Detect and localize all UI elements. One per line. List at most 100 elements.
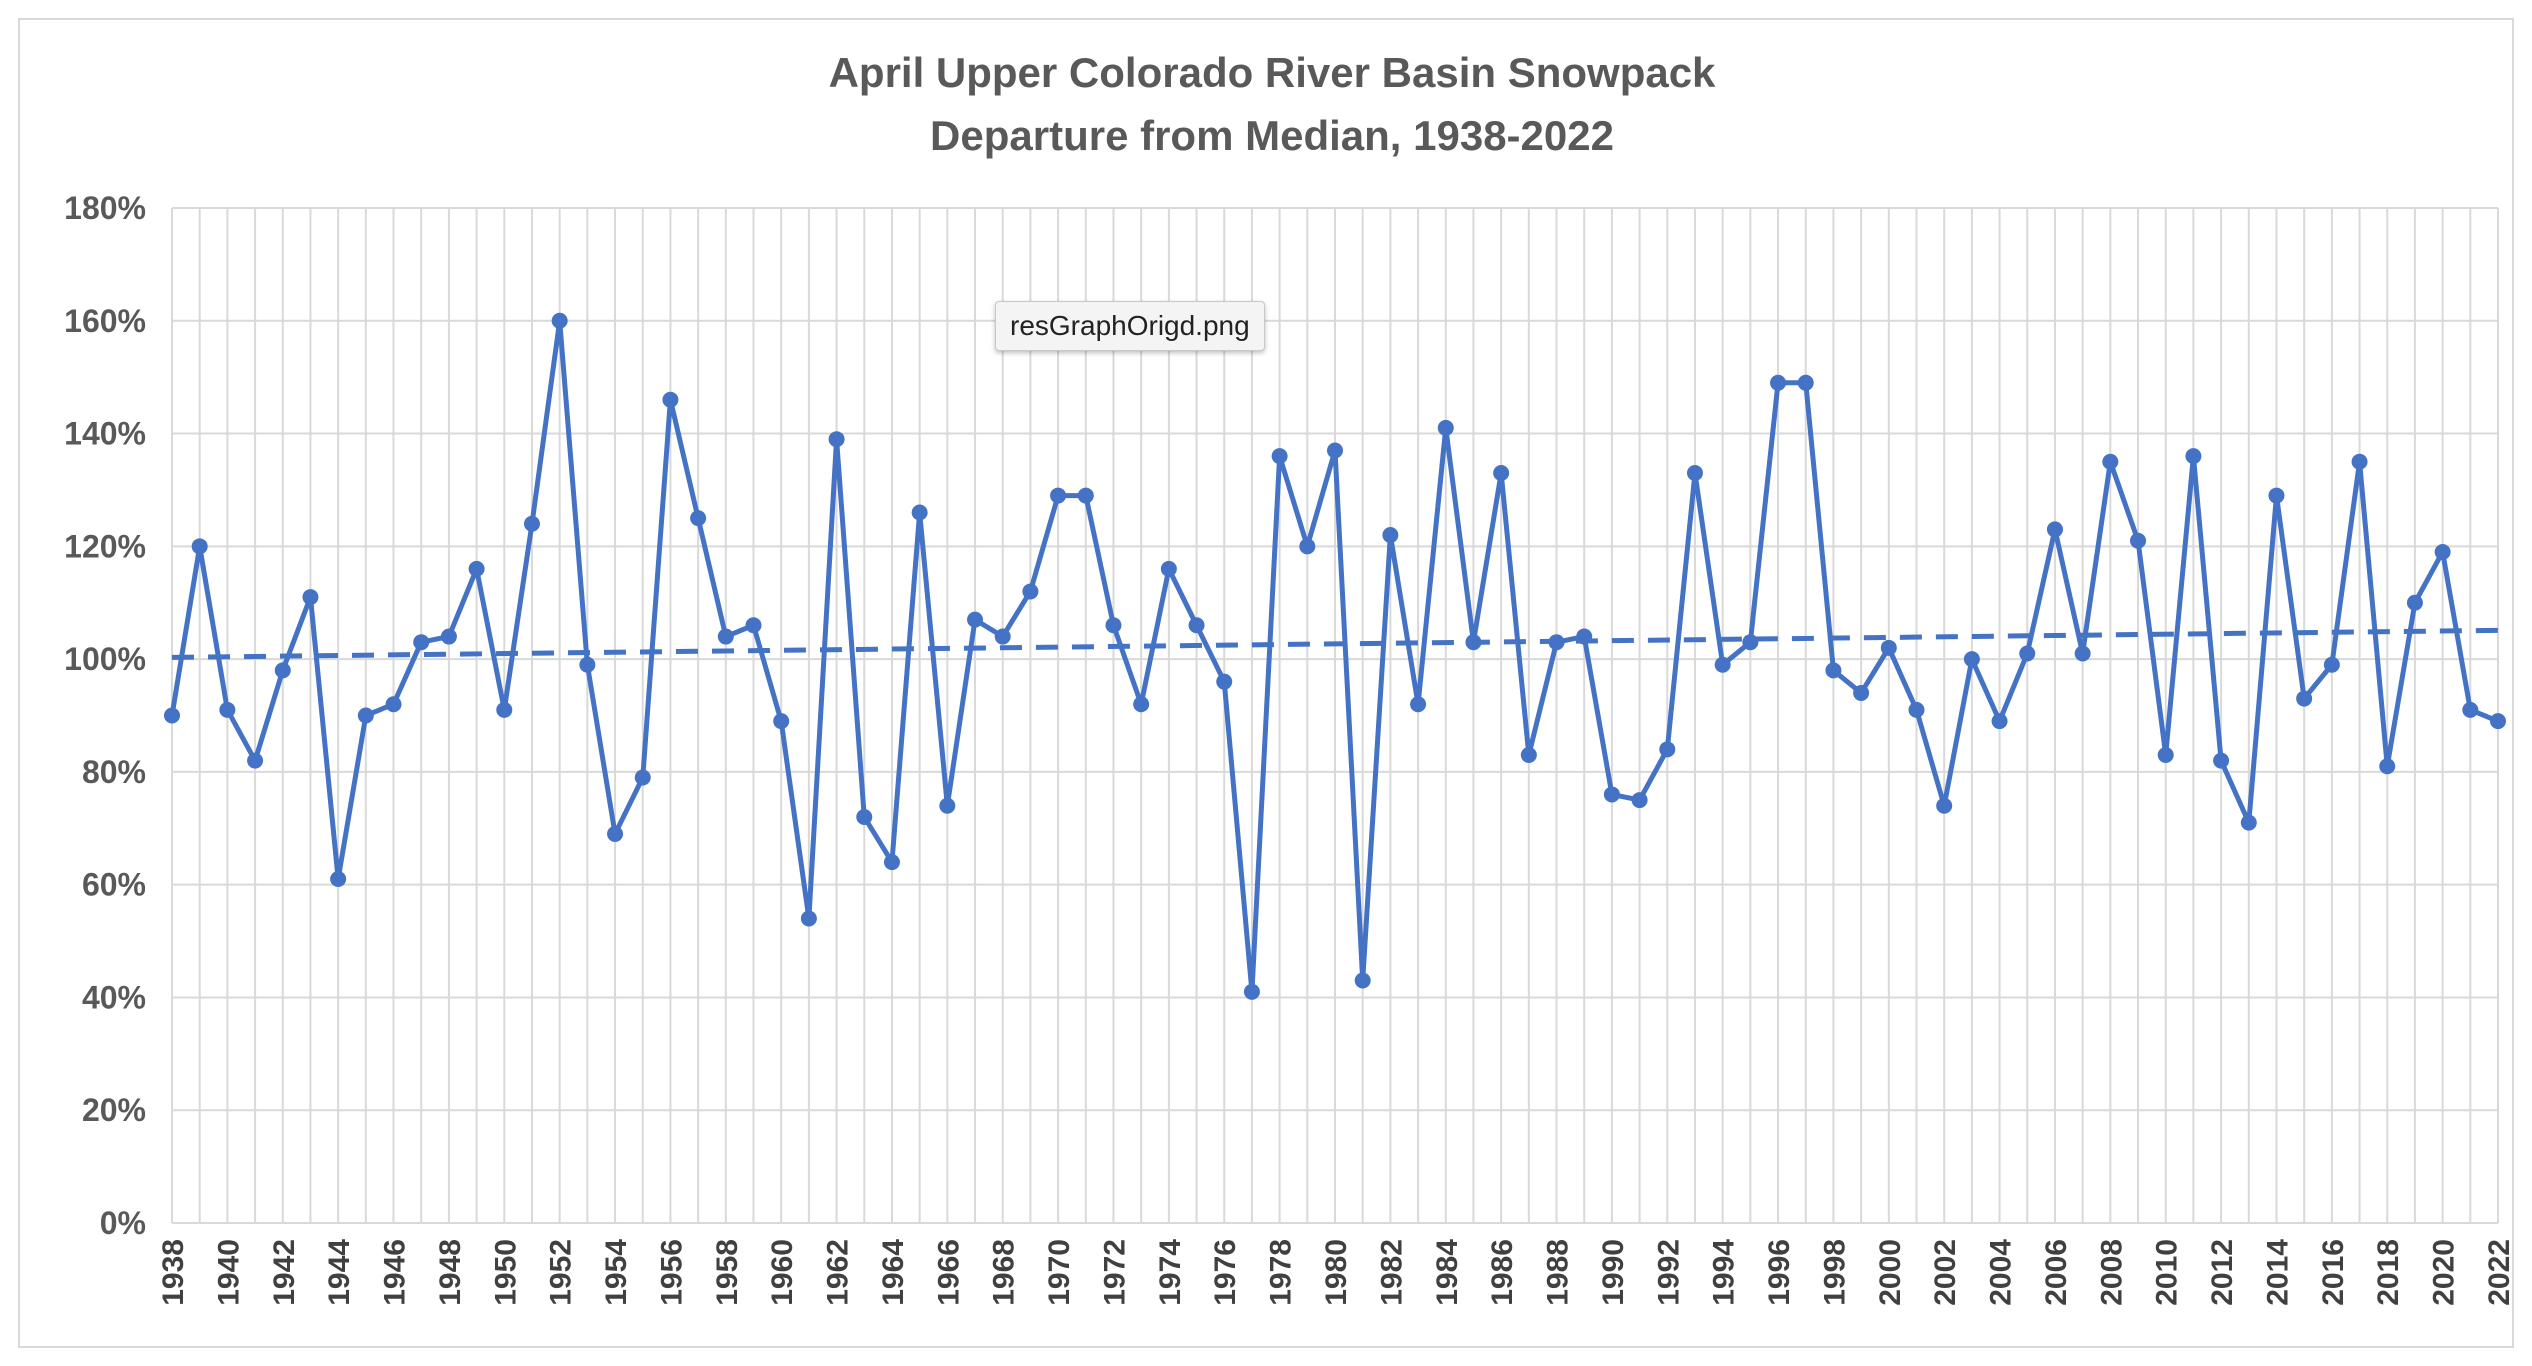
data-point xyxy=(164,707,180,724)
data-point xyxy=(856,809,873,825)
data-point xyxy=(2019,645,2036,662)
x-tick-label: 2006 xyxy=(2040,1239,2073,1306)
data-point xyxy=(413,634,430,651)
data-point xyxy=(1714,656,1731,673)
chart-title-line-1: April Upper Colorado River Basin Snowpac… xyxy=(829,49,1716,96)
data-point xyxy=(1825,662,1842,679)
data-point xyxy=(1354,972,1371,989)
x-tick-label: 2016 xyxy=(2317,1239,2350,1306)
y-tick-label: 140% xyxy=(64,416,146,452)
x-tick-label: 1952 xyxy=(545,1239,578,1306)
x-tick-label: 1994 xyxy=(1708,1239,1741,1306)
x-tick-label: 1944 xyxy=(323,1239,356,1306)
x-tick-label: 1972 xyxy=(1098,1239,1131,1306)
trend-line xyxy=(171,627,2499,660)
data-point xyxy=(1022,583,1039,600)
data-point xyxy=(1216,673,1233,690)
data-point xyxy=(496,701,513,718)
data-point xyxy=(1797,374,1814,391)
x-tick-label: 1982 xyxy=(1375,1239,1408,1306)
x-tick-label: 1974 xyxy=(1154,1239,1187,1306)
data-point xyxy=(1188,617,1205,634)
data-point xyxy=(717,628,734,645)
x-tick-label: 2022 xyxy=(2483,1239,2516,1306)
data-point xyxy=(662,391,679,408)
x-tick-label: 2018 xyxy=(2372,1239,2405,1306)
data-point xyxy=(2074,645,2091,662)
data-point xyxy=(468,560,485,577)
data-point xyxy=(2379,758,2396,775)
data-point xyxy=(2434,543,2451,560)
data-point xyxy=(1410,696,1427,713)
data-point xyxy=(1603,786,1620,803)
x-tick-label: 1954 xyxy=(600,1239,633,1306)
data-point xyxy=(1742,634,1759,651)
x-tick-label: 2012 xyxy=(2206,1239,2239,1306)
data-point xyxy=(2462,701,2479,718)
x-tick-label: 1950 xyxy=(489,1239,522,1306)
x-tick-label: 1958 xyxy=(711,1239,744,1306)
data-point xyxy=(247,752,264,769)
x-tick-label: 1992 xyxy=(1652,1239,1685,1306)
data-point xyxy=(1936,797,1953,814)
data-point xyxy=(1243,983,1260,1000)
data-point xyxy=(2102,453,2119,470)
x-tick-label: 1948 xyxy=(434,1239,467,1306)
chart-frame: April Upper Colorado River Basin Snowpac… xyxy=(18,18,2516,1348)
x-tick-label: 1978 xyxy=(1265,1239,1298,1306)
data-point xyxy=(1327,442,1343,459)
data-point xyxy=(1050,487,1067,504)
data-point xyxy=(1686,465,1703,482)
data-point xyxy=(1576,628,1593,645)
data-point xyxy=(1880,639,1897,656)
x-tick-label: 2000 xyxy=(1874,1239,1907,1306)
y-tick-label: 100% xyxy=(64,641,146,677)
data-point xyxy=(523,515,540,532)
x-tick-label: 1976 xyxy=(1209,1239,1242,1306)
data-point xyxy=(2185,448,2202,465)
x-tick-label: 1962 xyxy=(822,1239,855,1306)
x-tick-label: 2010 xyxy=(2151,1239,2184,1306)
data-point xyxy=(1077,487,1094,504)
chart-svg: April Upper Colorado River Basin Snowpac… xyxy=(64,49,2516,1306)
x-tick-label: 1986 xyxy=(1486,1239,1519,1306)
data-point xyxy=(1770,374,1787,391)
y-tick-label: 180% xyxy=(64,190,146,226)
data-point xyxy=(911,504,928,521)
x-tick-label: 2004 xyxy=(1985,1239,2018,1306)
data-point xyxy=(2213,752,2230,769)
data-point xyxy=(967,611,984,628)
x-tick-label: 1938 xyxy=(157,1239,190,1306)
x-tick-label: 1980 xyxy=(1320,1239,1353,1306)
data-point xyxy=(274,662,291,679)
data-point xyxy=(551,312,568,329)
data-point xyxy=(1299,538,1316,555)
data-point xyxy=(1105,617,1122,634)
y-tick-label: 40% xyxy=(82,979,146,1015)
x-tick-label: 1946 xyxy=(379,1239,412,1306)
data-point xyxy=(773,713,790,730)
data-point xyxy=(800,910,817,927)
data-point xyxy=(1271,448,1288,465)
y-tick-label: 60% xyxy=(82,867,146,903)
x-tick-label: 1966 xyxy=(932,1239,965,1306)
data-point xyxy=(1493,465,1510,482)
data-point xyxy=(1963,651,1980,668)
x-tick-label: 1990 xyxy=(1597,1239,1630,1306)
x-tick-label: 1970 xyxy=(1043,1239,1076,1306)
data-point xyxy=(579,656,596,673)
chart-title-line-2: Departure from Median, 1938-2022 xyxy=(930,112,1614,159)
data-point xyxy=(2157,746,2174,763)
x-tick-label: 1960 xyxy=(766,1239,799,1306)
data-point xyxy=(1160,560,1177,577)
x-tick-label: 2020 xyxy=(2428,1239,2461,1306)
x-tick-label: 1984 xyxy=(1431,1239,1464,1306)
filename-tooltip: resGraphOrigd.png xyxy=(995,301,1265,351)
data-point xyxy=(191,538,208,555)
data-point xyxy=(2296,690,2313,707)
data-point xyxy=(1991,713,2008,730)
x-tick-label: 2002 xyxy=(1929,1239,1962,1306)
y-tick-label: 120% xyxy=(64,528,146,564)
data-point xyxy=(745,617,762,634)
data-point xyxy=(2406,594,2423,611)
